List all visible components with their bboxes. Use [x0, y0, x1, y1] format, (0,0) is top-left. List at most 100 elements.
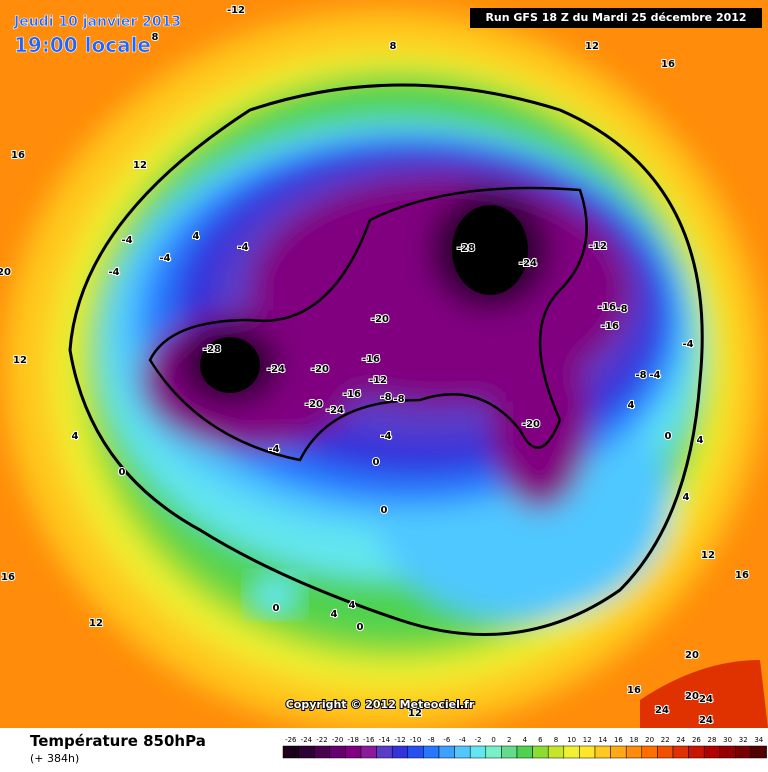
- legend-swatch: [485, 745, 502, 759]
- contour-label: 24: [699, 715, 713, 726]
- contour-label: 4: [72, 431, 79, 442]
- legend-label: 22: [661, 736, 670, 744]
- legend-swatch: [719, 745, 736, 759]
- footer-lead: (+ 384h): [30, 752, 79, 765]
- contour-label: 24: [699, 694, 713, 705]
- contour-label: 12: [408, 708, 422, 719]
- contour-label: -16: [362, 354, 380, 365]
- contour-label: 12: [585, 41, 599, 52]
- contour-label: 20: [685, 691, 699, 702]
- contour-label: -4: [268, 444, 279, 455]
- legend-label: -26: [285, 736, 297, 744]
- footer-title: Température 850hPa: [30, 732, 206, 750]
- run-info: Run GFS 18 Z du Mardi 25 décembre 2012: [485, 11, 746, 24]
- legend-label: -6: [443, 736, 451, 744]
- legend-swatch: [329, 745, 346, 759]
- contour-label: 24: [655, 705, 669, 716]
- contour-label: -12: [369, 375, 387, 386]
- legend-label: 32: [739, 736, 748, 744]
- legend-label: -24: [301, 736, 313, 744]
- legend-swatch: [438, 745, 455, 759]
- contour-label: -20: [305, 399, 323, 410]
- legend-label: 8: [554, 736, 558, 744]
- legend-label: -22: [316, 736, 327, 744]
- run-box: [470, 8, 762, 28]
- legend-swatch: [407, 745, 424, 759]
- legend-label: 26: [692, 736, 701, 744]
- contour-label: -20: [311, 364, 329, 375]
- legend-swatch: [563, 745, 580, 759]
- legend-swatch: [657, 745, 674, 759]
- legend-swatch: [641, 745, 658, 759]
- contour-label: 16: [735, 570, 749, 581]
- contour-label: -12: [589, 241, 607, 252]
- legend-label: -12: [394, 736, 405, 744]
- legend-label: 10: [567, 736, 576, 744]
- legend-label: 12: [583, 736, 592, 744]
- legend-swatch: [423, 745, 440, 759]
- copyright: Copyright © 2012 Meteociel.fr: [286, 698, 475, 711]
- legend-label: -4: [459, 736, 467, 744]
- contour-label: -20: [371, 314, 389, 325]
- contour-label: -16: [601, 321, 619, 332]
- contour-label: 20: [0, 267, 11, 278]
- legend-swatch: [735, 745, 752, 759]
- contour-label: 0: [373, 457, 380, 468]
- contour-label: 4: [331, 609, 338, 620]
- contour-label: 12: [133, 160, 147, 171]
- legend-label: -18: [347, 736, 358, 744]
- contour-label: 4: [628, 400, 635, 411]
- legend-swatch: [672, 745, 689, 759]
- contour-label: -28: [457, 243, 475, 254]
- contour-label: 8: [152, 32, 159, 43]
- contour-label: -8: [393, 394, 404, 405]
- contour-label: -20: [522, 419, 540, 430]
- contour-label: 0: [273, 603, 280, 614]
- contour-label: 20: [685, 650, 699, 661]
- color-legend: -26 -24 -22 -20 -18 -16 -14 -12 -10 -8 -6 -4 -2 0 2 4 6 8…: [282, 736, 767, 759]
- legend-swatch: [594, 745, 611, 759]
- contour-label: -8: [380, 392, 391, 403]
- legend-label: 4: [523, 736, 528, 744]
- legend-label: 30: [723, 736, 732, 744]
- legend-swatch: [750, 745, 767, 759]
- legend-label: -14: [379, 736, 391, 744]
- legend-swatch: [532, 745, 549, 759]
- contour-label: 4: [697, 435, 704, 446]
- legend-label: -16: [363, 736, 375, 744]
- legend-swatch: [688, 745, 705, 759]
- legend-swatch: [610, 745, 627, 759]
- legend-label: 28: [708, 736, 717, 744]
- contour-label: 16: [627, 685, 641, 696]
- contour-label: 4: [349, 600, 356, 611]
- legend-swatch: [391, 745, 409, 759]
- legend-label: 16: [614, 736, 623, 744]
- contour-label: -24: [267, 364, 285, 375]
- contour-label: -24: [519, 258, 537, 269]
- contour-label: -4: [108, 267, 119, 278]
- contour-label: 4: [193, 231, 200, 242]
- legend-label: 20: [645, 736, 654, 744]
- legend-swatch: [703, 745, 721, 759]
- contour-label: -8: [635, 370, 646, 381]
- contour-label: -4: [159, 253, 170, 264]
- contour-label: -24: [326, 405, 344, 416]
- legend-label: -10: [410, 736, 421, 744]
- contour-label: 12: [13, 355, 27, 366]
- legend-swatch: [313, 745, 331, 759]
- contour-label: -4: [237, 242, 248, 253]
- legend-label: -2: [475, 736, 482, 744]
- contour-label: -4: [682, 339, 693, 350]
- legend-label: -20: [332, 736, 343, 744]
- contour-label: 0: [381, 505, 388, 516]
- legend-swatch: [625, 745, 643, 759]
- contour-label: -12: [227, 5, 245, 16]
- forecast-time: 19:00 locale: [14, 33, 151, 57]
- forecast-date: Jeudi 10 janvier 2013: [13, 14, 181, 30]
- legend-swatch: [376, 745, 393, 759]
- contour-label: -4: [121, 235, 132, 246]
- legend-swatch: [298, 745, 315, 759]
- contour-label: 12: [89, 618, 103, 629]
